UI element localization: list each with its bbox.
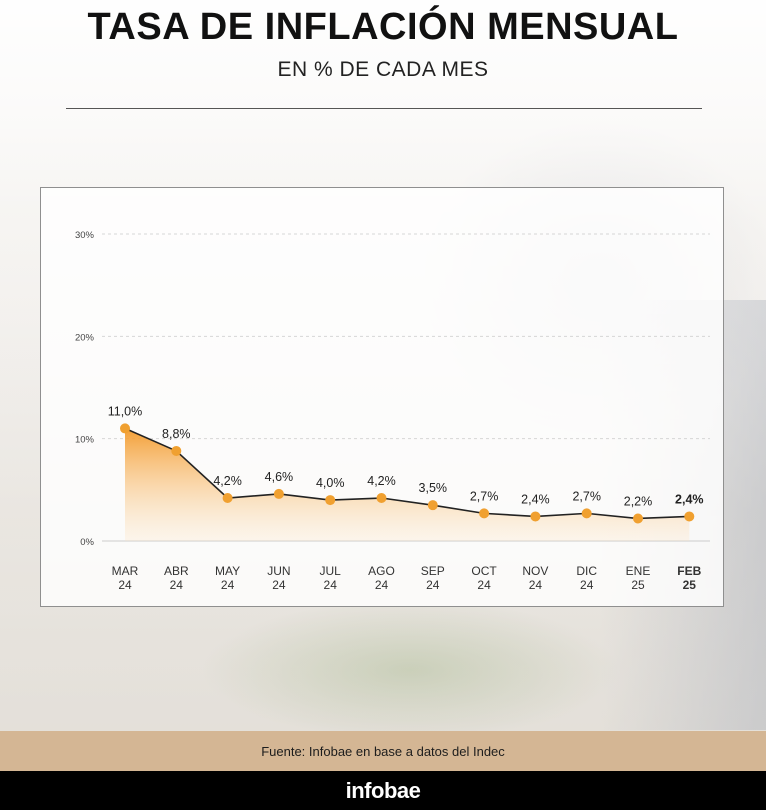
x-tick-label-month: JUL <box>320 564 342 578</box>
x-tick-label-year: 24 <box>272 578 286 592</box>
y-tick-label: 20% <box>75 332 95 343</box>
data-point <box>684 511 695 522</box>
page-subtitle: EN % DE CADA MES <box>277 58 489 81</box>
brand-logo: infobae <box>345 777 421 803</box>
x-tick-label-month: AGO <box>368 564 395 578</box>
x-tick-label-month: JUN <box>267 564 290 578</box>
x-tick-label-year: 24 <box>529 578 543 592</box>
data-label: 3,5% <box>419 481 448 495</box>
data-point <box>479 508 490 519</box>
source-bar: Fuente: Infobae en base a datos del Inde… <box>0 731 766 771</box>
y-tick-label: 10% <box>75 435 95 446</box>
data-point <box>633 513 643 524</box>
x-tick-label-year: 24 <box>580 578 594 592</box>
y-tick-label: 0% <box>80 537 94 548</box>
data-point <box>222 493 233 504</box>
x-tick-label-year: 24 <box>426 578 440 592</box>
data-label: 2,7% <box>470 489 499 503</box>
data-label: 2,4% <box>675 492 704 506</box>
source-text: Fuente: Infobae en base a datos del Inde… <box>261 743 505 759</box>
data-point <box>120 423 130 434</box>
data-point <box>273 488 284 499</box>
x-tick-label-month: ENE <box>626 564 651 578</box>
data-label: 8,8% <box>162 427 191 441</box>
page-title: TASA DE INFLACIÓN MENSUAL <box>87 6 679 48</box>
x-tick-label-year: 24 <box>375 578 389 592</box>
data-label: 2,2% <box>624 494 653 508</box>
x-tick-label-year: 24 <box>324 578 338 592</box>
data-point <box>325 495 336 506</box>
x-tick-label-month: SEP <box>421 564 445 578</box>
x-tick-label-year: 24 <box>118 578 132 592</box>
data-label: 4,6% <box>265 470 294 484</box>
x-tick-label-year: 24 <box>477 578 491 592</box>
x-tick-label-month: FEB <box>677 564 701 578</box>
x-tick-label-month: NOV <box>522 564 548 578</box>
data-label: 2,7% <box>572 489 601 503</box>
x-tick-label-month: ABR <box>164 564 189 578</box>
x-tick-label-month: DIC <box>576 564 597 578</box>
x-tick-label-year: 25 <box>683 578 697 592</box>
x-tick-label-year: 25 <box>631 578 645 592</box>
x-tick-label-month: OCT <box>471 564 497 578</box>
series-line <box>124 427 690 520</box>
y-tick-label: 30% <box>75 230 95 241</box>
inflation-line-chart: 0% 10% 20% 30% 11,0% 8,8% 4,2% 4,6% 4,0% 4,2% 3,5… <box>75 230 710 592</box>
area-fill <box>125 428 690 541</box>
data-label: 4,2% <box>213 474 242 488</box>
data-point <box>171 445 182 456</box>
data-label: 4,0% <box>316 476 345 490</box>
data-point <box>427 500 438 511</box>
title-divider <box>66 108 702 109</box>
data-point <box>530 511 541 522</box>
x-tick-label-month: MAY <box>215 564 240 578</box>
data-label: 11,0% <box>108 404 143 418</box>
brand-bar: infobae <box>0 771 766 810</box>
x-tick-label-year: 24 <box>170 578 184 592</box>
data-label: 4,2% <box>367 474 396 488</box>
data-point <box>581 508 592 519</box>
x-tick-label-year: 24 <box>221 578 235 592</box>
data-point <box>376 493 387 504</box>
data-label: 2,4% <box>521 492 550 506</box>
x-tick-label-month: MAR <box>112 564 139 578</box>
